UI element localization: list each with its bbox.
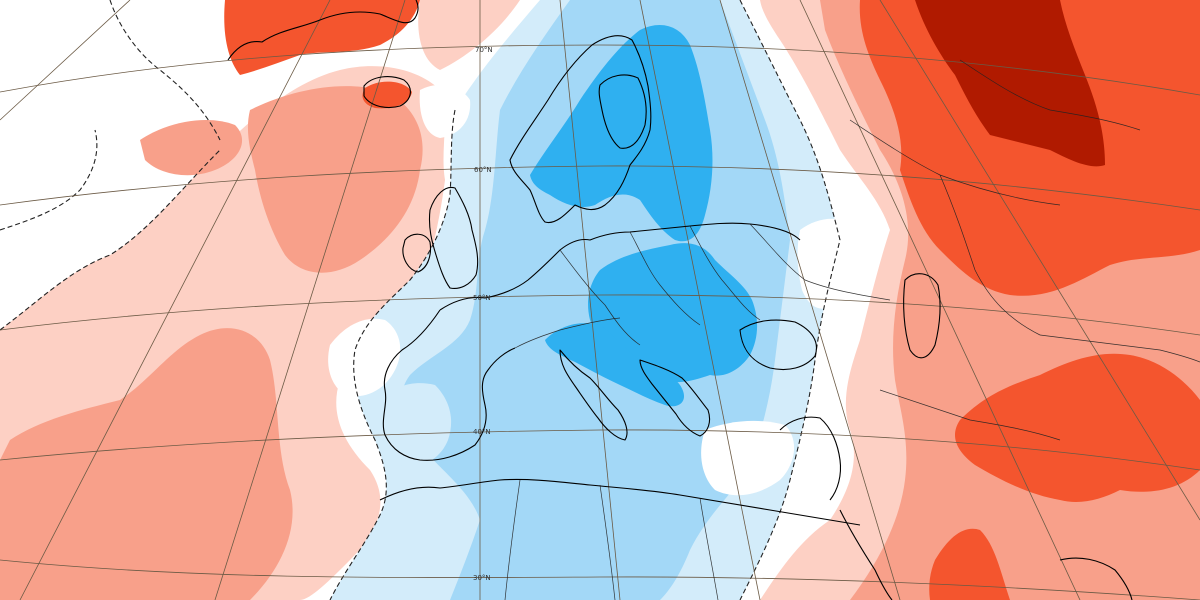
- lat-label-40: 40°N: [473, 428, 491, 436]
- lat-label-50: 50°N: [473, 294, 491, 302]
- lat-label-70: 70°N: [475, 46, 493, 54]
- lat-label-30: 30°N: [473, 574, 491, 582]
- lat-label-60: 60°N: [474, 166, 492, 174]
